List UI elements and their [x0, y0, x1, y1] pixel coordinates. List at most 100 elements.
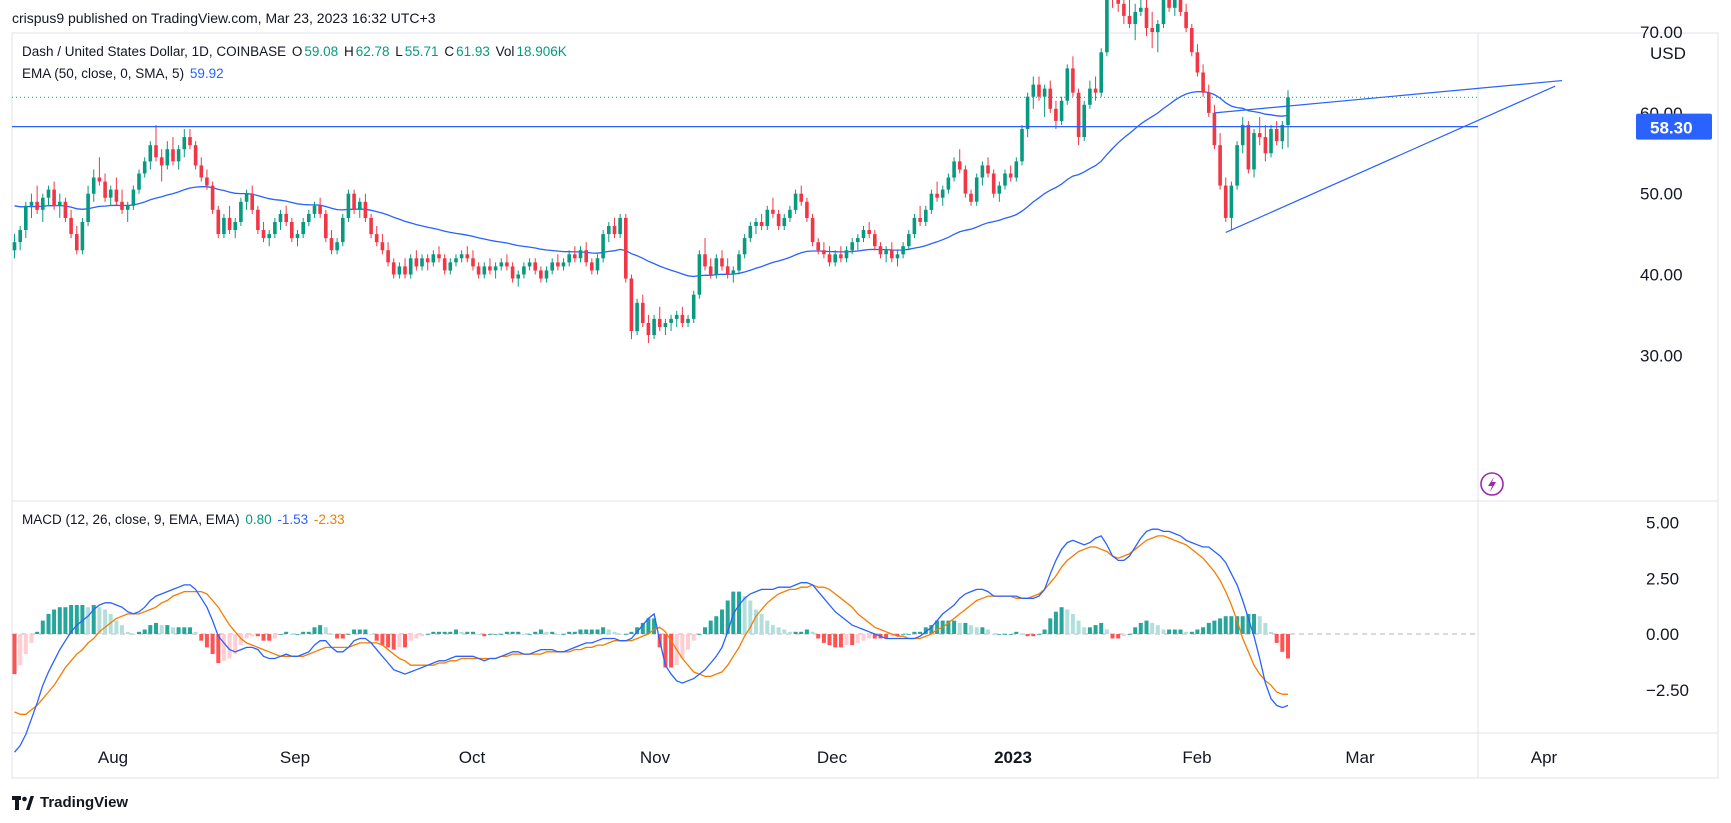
footer-brand-text: TradingView	[40, 794, 129, 811]
macd-hist-bar	[414, 634, 419, 639]
candle-body	[652, 318, 656, 336]
candle-body	[335, 242, 339, 251]
candle-body	[969, 193, 973, 202]
macd-hist-bar	[238, 634, 243, 646]
candle-body	[742, 238, 747, 255]
candle-body	[669, 318, 673, 323]
candle-body	[199, 165, 204, 178]
macd-hist-bar	[555, 634, 560, 635]
candle-body	[590, 262, 594, 271]
macd-hist-bar	[754, 609, 758, 634]
macd-hist-bar	[323, 627, 328, 634]
open-value: 59.08	[304, 44, 339, 59]
candle-body	[1105, 0, 1109, 53]
footer-brand[interactable]: TradingView	[12, 794, 128, 811]
macd-hist-bar	[403, 634, 407, 648]
candle-body	[346, 193, 351, 218]
macd-hist-bar	[103, 609, 108, 634]
candle-body	[1263, 137, 1268, 154]
macd-hist-bar	[182, 627, 187, 634]
candle-body	[805, 201, 809, 218]
macd-hist-bar	[91, 605, 96, 634]
macd-hist-bar	[510, 631, 515, 634]
candle-body	[867, 230, 871, 234]
macd-hist-bar	[861, 634, 866, 641]
publish-text: crispus9 published on TradingView.com, M…	[12, 10, 436, 26]
macd-hist-bar	[52, 609, 57, 634]
macd-hist-bar	[386, 634, 391, 648]
macd-tick-label: 5.00	[1646, 514, 1679, 533]
macd-tick-label: 0.00	[1646, 625, 1679, 644]
candle-body	[1099, 52, 1103, 93]
time-tick-label: Aug	[98, 748, 128, 767]
time-tick-label: 2023	[994, 748, 1032, 767]
low-value: 55.71	[404, 44, 439, 59]
candle-body	[273, 222, 277, 235]
candle-body	[307, 213, 311, 222]
macd-hist-bar	[465, 631, 470, 634]
macd-hist-bar	[35, 631, 40, 634]
candle-body	[131, 189, 136, 206]
candle-body	[952, 161, 956, 178]
candle-body	[448, 262, 453, 271]
candle-body	[278, 213, 283, 222]
macd-hist-bar	[1133, 627, 1138, 634]
ema-legend[interactable]: EMA (50, close, 0, SMA, 5) 59.92	[22, 66, 226, 81]
candle-body	[550, 262, 554, 271]
candle-body	[488, 266, 492, 271]
macd-hist-bar	[1076, 620, 1081, 634]
candle-body	[856, 238, 860, 243]
macd-hist-bar	[793, 631, 798, 634]
candle-body	[754, 222, 758, 226]
time-tick-label: Sep	[280, 748, 310, 767]
level-price-label: 58.30	[1650, 119, 1693, 138]
macd-hist-bar	[991, 634, 996, 635]
candle-body	[142, 161, 147, 174]
candle-body	[1020, 129, 1024, 162]
macd-hist-bar	[1240, 616, 1245, 634]
macd-hist-bar	[1110, 634, 1115, 639]
macd-hist-bar	[1206, 622, 1211, 634]
candle-body	[567, 254, 571, 263]
candle-body	[1150, 28, 1154, 32]
candle-body	[1173, 0, 1177, 8]
candle-body	[188, 137, 192, 146]
macd-hist-bar	[833, 634, 838, 648]
candle-body	[601, 234, 605, 259]
macd-hist-bar	[997, 634, 1002, 635]
candle-body	[822, 250, 826, 255]
candle-body	[442, 258, 447, 271]
macd-hist-bar	[810, 631, 815, 634]
candle-body	[35, 201, 39, 210]
candle-body	[827, 254, 832, 263]
candle-body	[573, 254, 577, 259]
candles	[12, 0, 1290, 344]
macd-legend[interactable]: MACD (12, 26, close, 9, EMA, EMA) 0.80 -…	[22, 512, 347, 527]
ema-label: EMA (50, close, 0, SMA, 5)	[22, 66, 185, 81]
symbol-legend[interactable]: Dash / United States Dollar, 1D, COINBAS…	[22, 44, 569, 59]
trend-drawings[interactable]	[12, 79, 1563, 496]
candle-body	[295, 234, 300, 239]
macd-hist-bar	[86, 607, 91, 634]
candle-body	[1223, 185, 1228, 218]
macd-hist-bar	[748, 600, 753, 634]
candle-body	[18, 230, 22, 243]
macd-hist-bar	[742, 596, 747, 634]
macd-hist-bar	[340, 634, 345, 639]
candle-body	[737, 254, 741, 271]
macd-hist-bar	[284, 631, 289, 634]
macd-hist-bar	[363, 629, 368, 634]
candle-body	[148, 145, 153, 162]
macd-hist-bar	[759, 613, 764, 634]
close-value: 61.93	[456, 44, 490, 59]
candle-body	[358, 201, 362, 210]
macd-hist-bar	[1246, 613, 1251, 634]
macd-hist-bar	[1263, 622, 1268, 634]
candle-body	[816, 242, 820, 251]
macd-hist-bar	[827, 634, 832, 646]
macd-hist-bar	[352, 629, 357, 634]
candle-body	[1144, 7, 1149, 29]
macd-hist-bar	[787, 631, 792, 634]
macd-hist-bar	[1195, 629, 1200, 634]
